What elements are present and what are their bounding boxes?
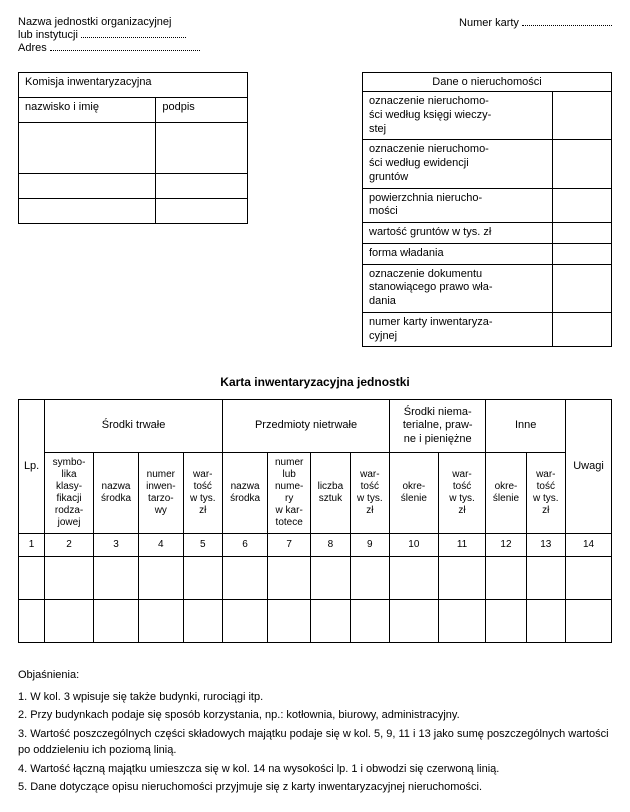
num-cell: 10 bbox=[390, 533, 439, 556]
col-10: okre- ślenie bbox=[390, 452, 439, 533]
komisja-col2: podpis bbox=[156, 98, 248, 123]
header-row: Nazwa jednostki organizacyjnej lub insty… bbox=[18, 16, 612, 54]
num-cell: 6 bbox=[222, 533, 267, 556]
num-cell: 2 bbox=[45, 533, 94, 556]
num-cell: 7 bbox=[268, 533, 311, 556]
expl-list: 1. W kol. 3 wpisuje się także budynki, r… bbox=[18, 689, 612, 796]
dane-row-label: powierzchnia nierucho- mości bbox=[363, 188, 553, 223]
dane-row-label: oznaczenie dokumentu stanowiącego prawo … bbox=[363, 264, 553, 312]
mid-row: Komisja inwentaryzacyjna nazwisko i imię… bbox=[18, 72, 612, 347]
col-9: war- tość w tys. zł bbox=[350, 452, 389, 533]
col-2: symbo- lika klasy- fikacji rodza- jowej bbox=[45, 452, 94, 533]
komisja-cell bbox=[19, 123, 156, 174]
num-cell: 5 bbox=[183, 533, 222, 556]
num-cell: 8 bbox=[311, 533, 350, 556]
expl-title: Objaśnienia: bbox=[18, 669, 612, 681]
card-no-block: Numer karty bbox=[459, 16, 612, 54]
dane-row-val bbox=[553, 92, 612, 140]
num-cell: 9 bbox=[350, 533, 389, 556]
org-line1: Nazwa jednostki organizacyjnej bbox=[18, 16, 171, 28]
num-cell: 13 bbox=[526, 533, 565, 556]
num-cell: 1 bbox=[19, 533, 45, 556]
komisja-cell bbox=[156, 174, 248, 199]
org-line2: lub instytucji bbox=[18, 29, 78, 41]
group-4: Inne bbox=[486, 400, 566, 453]
dane-row-label: oznaczenie nieruchomo- ści według ewiden… bbox=[363, 140, 553, 188]
card-no-dots bbox=[522, 16, 612, 26]
komisja-cell bbox=[156, 199, 248, 224]
group-1: Środki trwałe bbox=[45, 400, 223, 453]
dane-row-val bbox=[553, 312, 612, 347]
num-cell: 4 bbox=[139, 533, 183, 556]
komisja-col1: nazwisko i imię bbox=[19, 98, 156, 123]
num-cell: 14 bbox=[566, 533, 612, 556]
dane-row-label: oznaczenie nieruchomo- ści według księgi… bbox=[363, 92, 553, 140]
group-3: Środki niema- terialne, praw- ne i pieni… bbox=[390, 400, 486, 453]
org-block: Nazwa jednostki organizacyjnej lub insty… bbox=[18, 16, 200, 54]
col-uwagi: Uwagi bbox=[566, 400, 612, 534]
dane-row-label: forma władania bbox=[363, 243, 553, 264]
dane-row-val bbox=[553, 140, 612, 188]
org-line3: Adres bbox=[18, 42, 47, 54]
col-13: war- tość w tys. zł bbox=[526, 452, 565, 533]
col-12: okre- ślenie bbox=[486, 452, 526, 533]
expl-item: 2. Przy budynkach podaje się sposób korz… bbox=[18, 707, 612, 724]
komisja-title: Komisja inwentaryzacyjna bbox=[19, 73, 248, 98]
num-cell: 3 bbox=[93, 533, 138, 556]
expl-item: 5. Dane dotyczące opisu nieruchomości pr… bbox=[18, 779, 612, 796]
col-8: liczba sztuk bbox=[311, 452, 350, 533]
dane-row-label: numer karty inwentaryza- cyjnej bbox=[363, 312, 553, 347]
num-cell: 12 bbox=[486, 533, 526, 556]
dane-row-val bbox=[553, 188, 612, 223]
col-lp: Lp. bbox=[19, 400, 45, 534]
group-2: Przedmioty nietrwałe bbox=[222, 400, 389, 453]
dane-title: Dane o nieruchomości bbox=[363, 73, 612, 92]
komisja-cell bbox=[19, 174, 156, 199]
col-4: numer inwen- tarzo- wy bbox=[139, 452, 183, 533]
num-cell: 11 bbox=[438, 533, 486, 556]
dane-row-val bbox=[553, 223, 612, 244]
dane-row-label: wartość gruntów w tys. zł bbox=[363, 223, 553, 244]
col-11: war- tość w tys. zł bbox=[438, 452, 486, 533]
dane-row-val bbox=[553, 243, 612, 264]
col-7: numer lub nume- ry w kar- totece bbox=[268, 452, 311, 533]
big-table: Lp. Środki trwałe Przedmioty nietrwałe Ś… bbox=[18, 399, 612, 643]
expl-item: 4. Wartość łączną majątku umieszcza się … bbox=[18, 761, 612, 778]
dane-row-val bbox=[553, 264, 612, 312]
main-title: Karta inwentaryzacyjna jednostki bbox=[18, 375, 612, 389]
komisja-cell bbox=[156, 123, 248, 174]
org-dots1 bbox=[81, 28, 186, 38]
col-5: war- tość w tys. zł bbox=[183, 452, 222, 533]
dane-table: Dane o nieruchomości oznaczenie nierucho… bbox=[362, 72, 612, 347]
col-3: nazwa środka bbox=[93, 452, 138, 533]
org-dots2 bbox=[50, 41, 200, 51]
komisja-table: Komisja inwentaryzacyjna nazwisko i imię… bbox=[18, 72, 248, 224]
col-6: nazwa środka bbox=[222, 452, 267, 533]
expl-item: 3. Wartość poszczególnych części składow… bbox=[18, 726, 612, 759]
card-no-label: Numer karty bbox=[459, 17, 519, 29]
expl-item: 1. W kol. 3 wpisuje się także budynki, r… bbox=[18, 689, 612, 706]
komisja-cell bbox=[19, 199, 156, 224]
